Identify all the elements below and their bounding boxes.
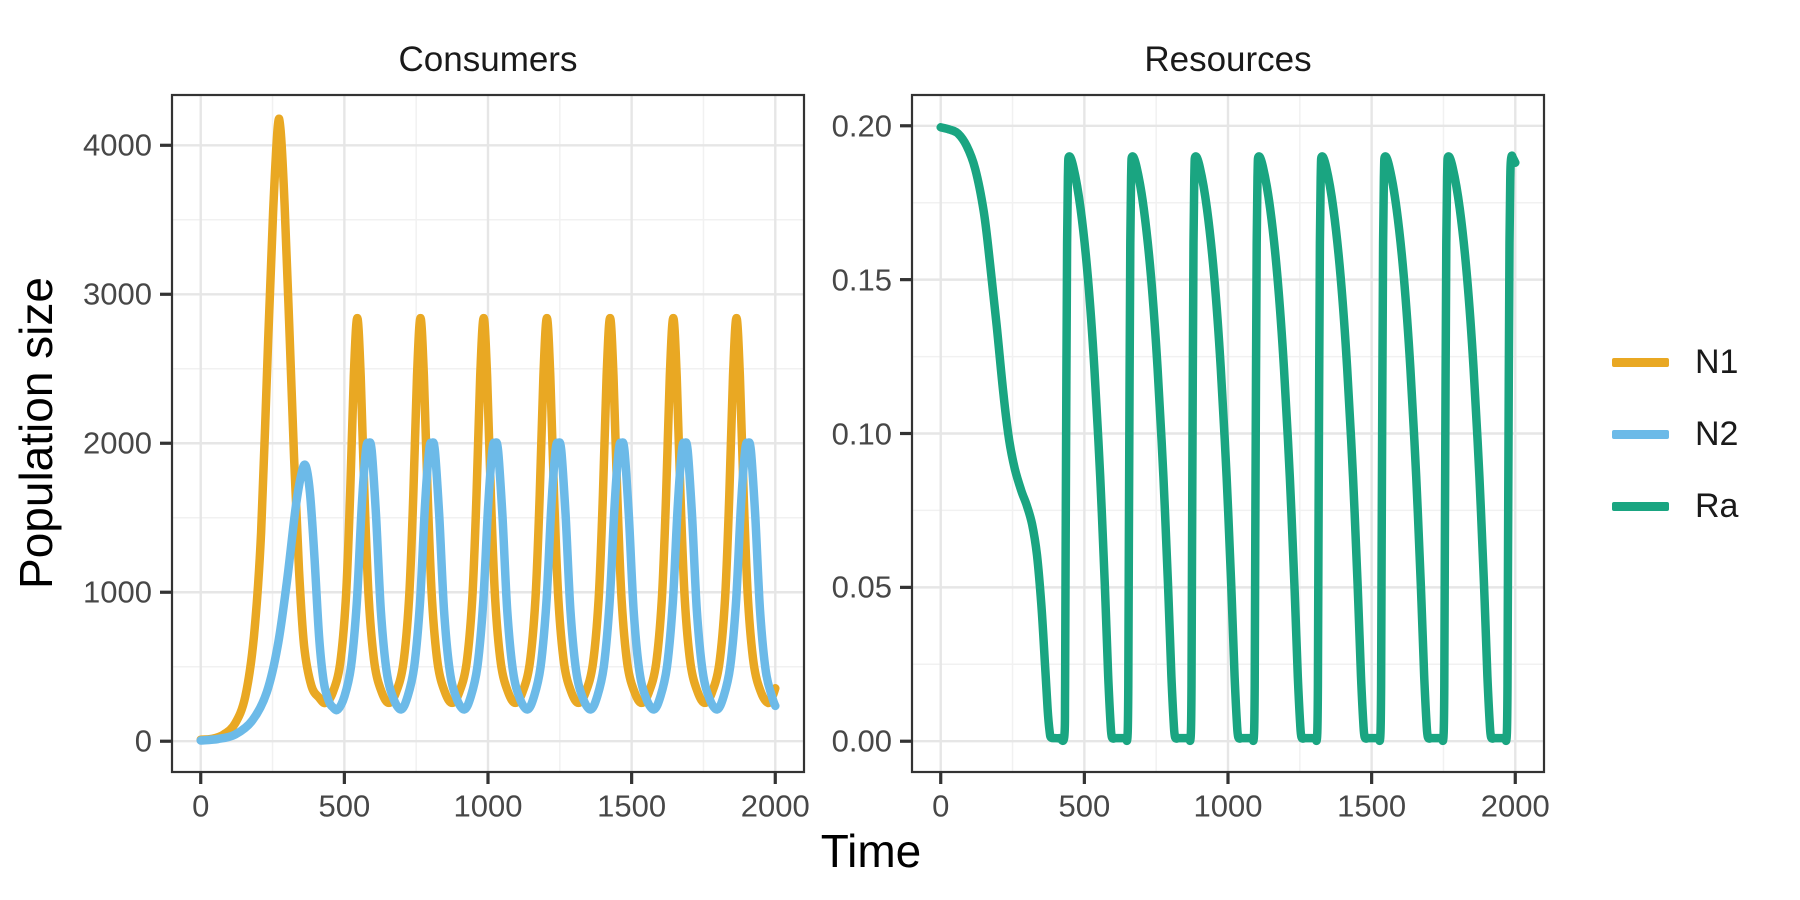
- legend-key-n2-line: [1612, 429, 1669, 439]
- series-line-N1: [196, 114, 780, 744]
- y-tick-label: 0.15: [831, 262, 892, 298]
- y-tick-label: 1000: [83, 574, 152, 610]
- legend-label-n1: N1: [1695, 343, 1739, 381]
- x-tick-label: 2000: [1480, 788, 1550, 824]
- x-tick-label: 1500: [597, 788, 667, 824]
- series-line-Ra: [936, 123, 1520, 746]
- series-line-N2: [196, 438, 780, 745]
- x-axis-title: Time: [820, 825, 922, 877]
- y-tick-label: 0.05: [831, 569, 892, 605]
- y-tick-label: 3000: [83, 276, 152, 312]
- legend-item-n2: N2: [1612, 398, 1738, 470]
- legend-key-n1-line: [1612, 357, 1669, 367]
- x-tick-label: 500: [1058, 788, 1111, 824]
- facet-title-resources: Resources: [1144, 40, 1312, 79]
- facet-title-consumers: Consumers: [398, 40, 578, 79]
- x-tick-label: 1500: [1337, 788, 1407, 824]
- y-tick-label: 0.00: [831, 723, 892, 759]
- x-tick-label: 1000: [453, 788, 523, 824]
- x-tick-label: 1000: [1193, 788, 1263, 824]
- y-tick-label: 2000: [83, 425, 152, 461]
- x-tick-label: 0: [932, 788, 950, 824]
- y-tick-label: 0: [134, 723, 152, 759]
- x-tick-label: 500: [318, 788, 371, 824]
- y-tick-label: 4000: [83, 127, 152, 163]
- legend-label-ra: Ra: [1695, 487, 1739, 525]
- x-tick-label: 0: [192, 788, 210, 824]
- y-tick-label: 0.20: [831, 108, 892, 144]
- legend-item-ra: Ra: [1612, 470, 1738, 542]
- legend-item-n1: N1: [1612, 326, 1738, 398]
- legend-label-n2: N2: [1695, 415, 1739, 453]
- legend: N1 N2 Ra: [1612, 326, 1738, 542]
- legend-key-ra-line: [1612, 501, 1669, 511]
- x-tick-label: 2000: [740, 788, 810, 824]
- y-tick-label: 0.10: [831, 416, 892, 451]
